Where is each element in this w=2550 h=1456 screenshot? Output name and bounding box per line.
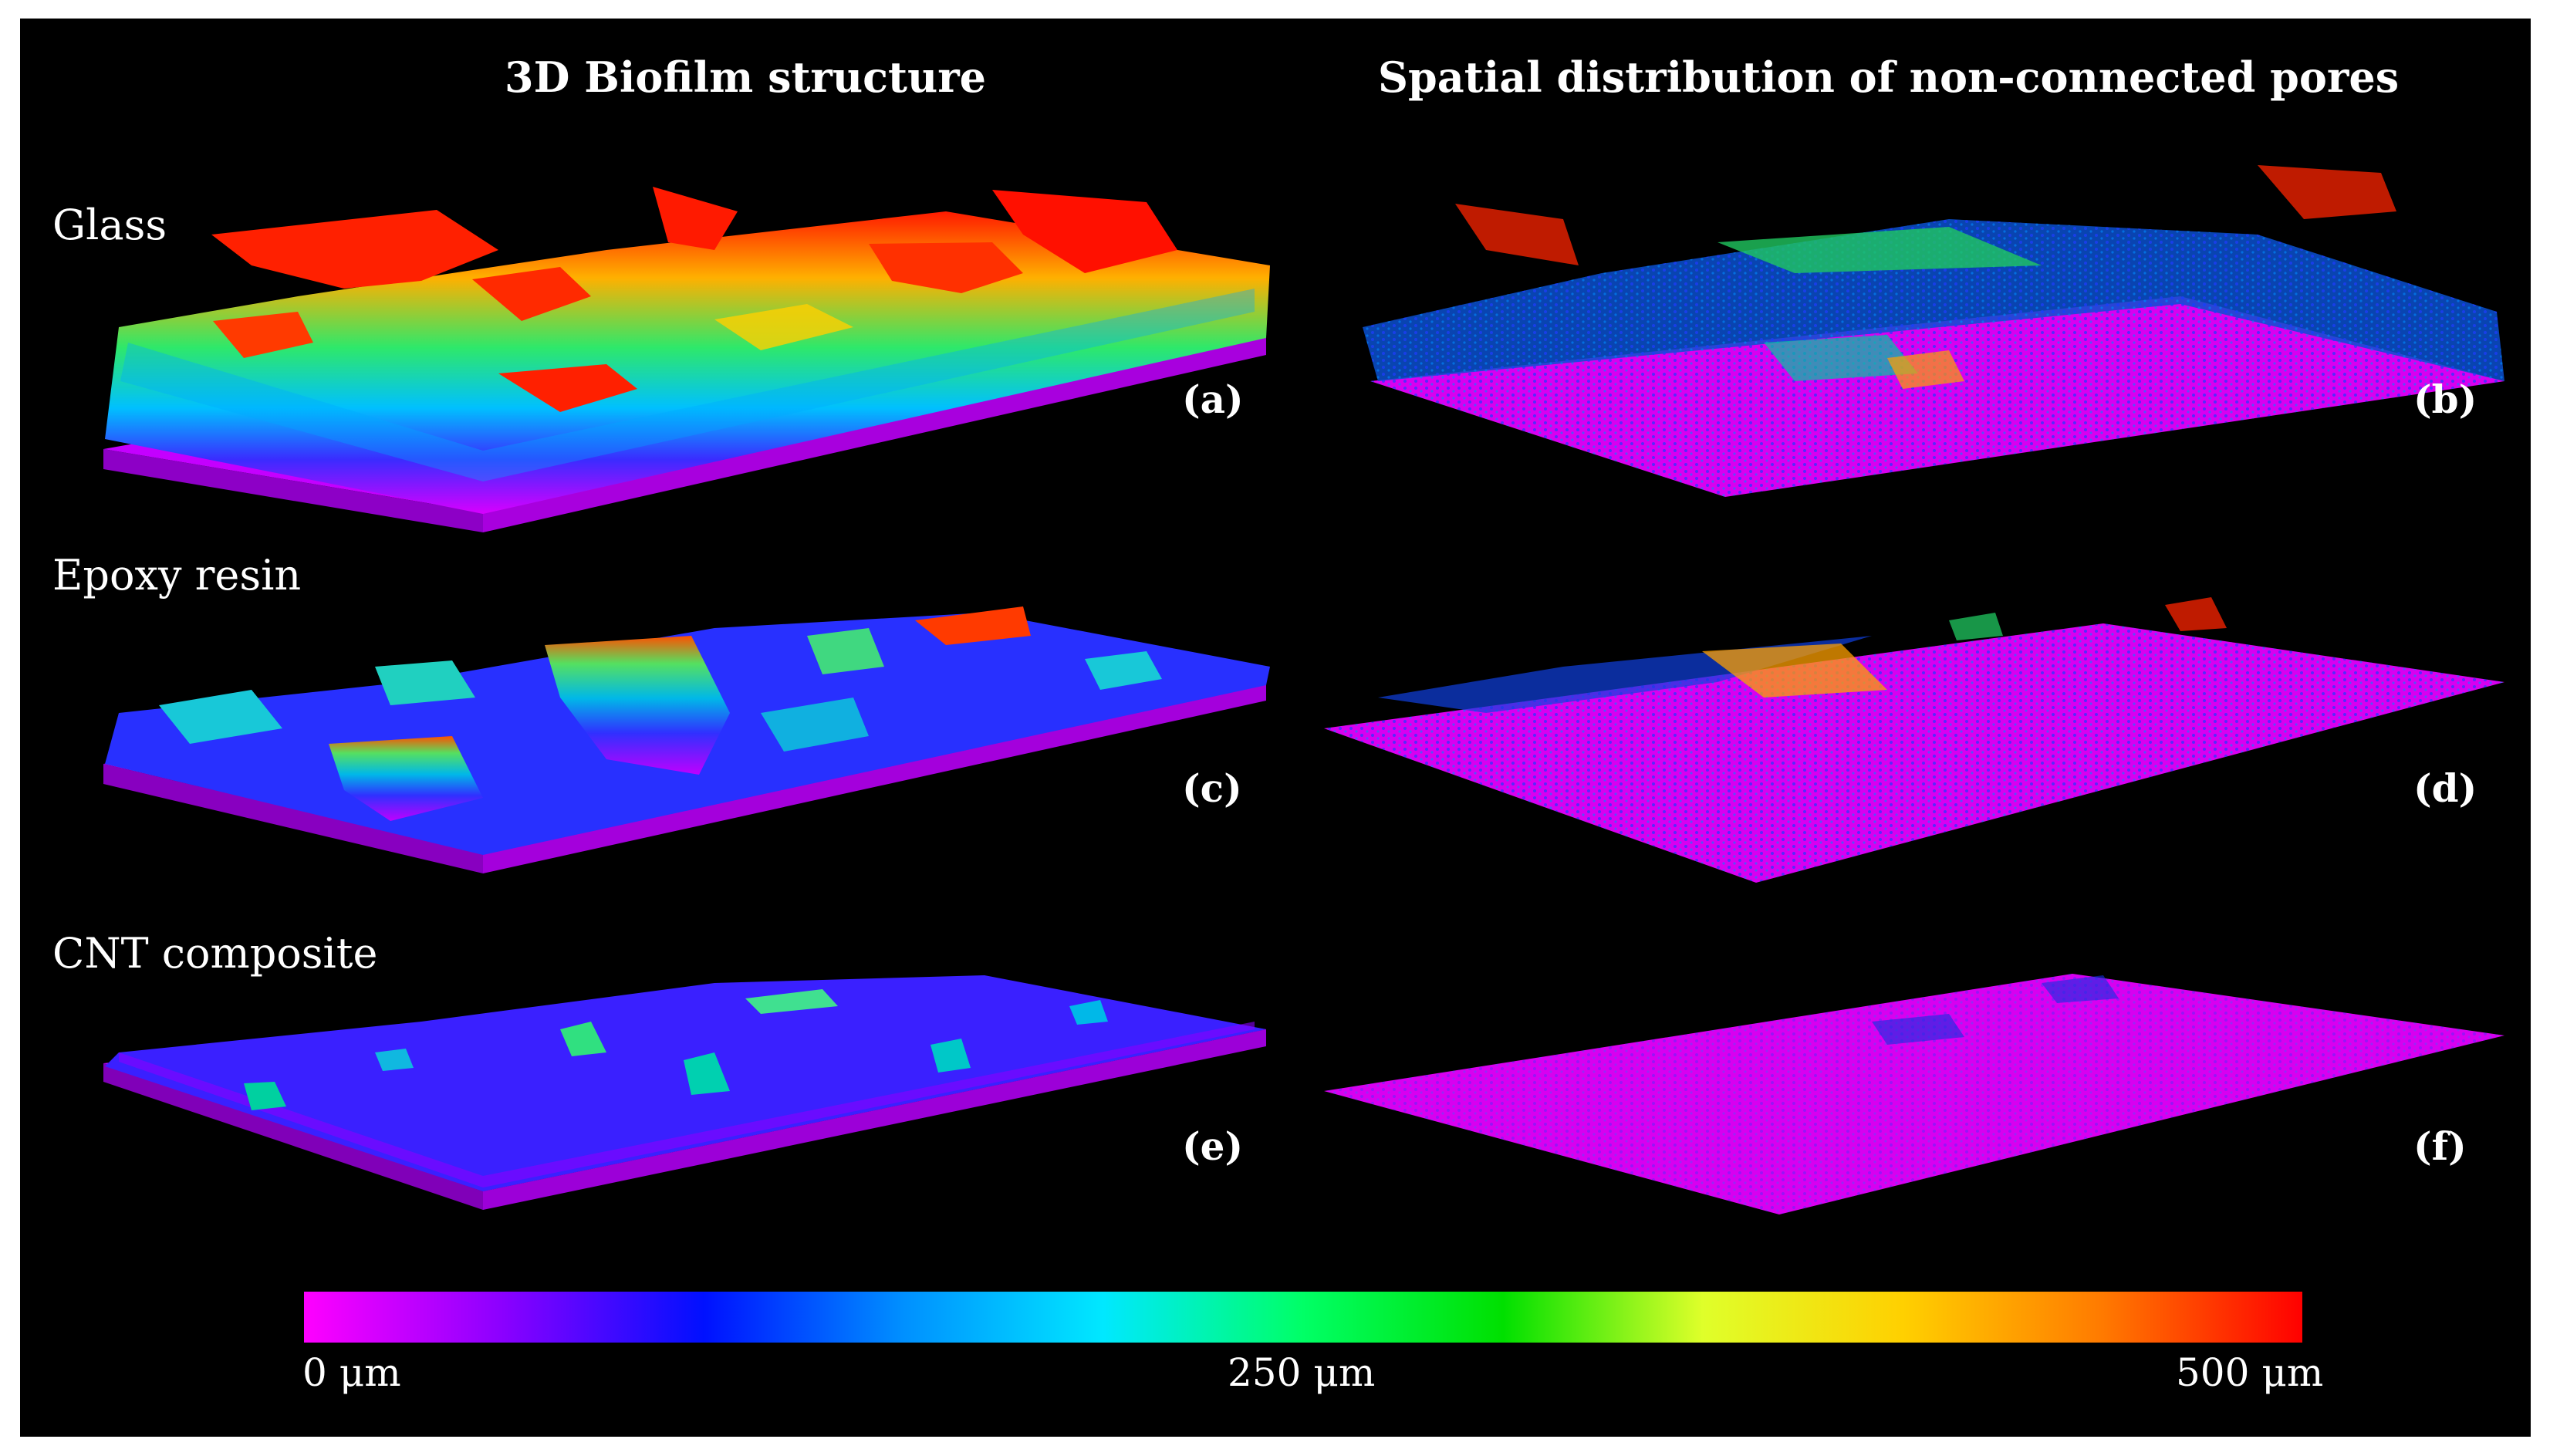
panel-b-surface bbox=[1363, 165, 2504, 497]
panel-letter-e: (e) bbox=[1182, 1123, 1244, 1169]
row-label-glass: Glass bbox=[52, 201, 167, 249]
panel-letter-c: (c) bbox=[1182, 765, 1242, 811]
panels-canvas bbox=[103, 165, 2504, 1214]
panel-a-surface bbox=[103, 187, 1270, 532]
row-label-cnt: CNT composite bbox=[52, 929, 378, 978]
panel-c-surface bbox=[103, 606, 1270, 873]
figure: 3D Biofilm structure Spatial distributio… bbox=[20, 19, 2531, 1437]
panel-f-surface bbox=[1324, 974, 2504, 1214]
column-title-pores: Spatial distribution of non-connected po… bbox=[1378, 52, 2400, 102]
colorbar-min-label: 0 μm bbox=[302, 1350, 401, 1395]
colorbar-mid-label: 250 μm bbox=[1228, 1350, 1376, 1395]
panel-letter-f: (f) bbox=[2413, 1123, 2467, 1169]
panel-letter-a: (a) bbox=[1182, 377, 1244, 422]
row-label-epoxy: Epoxy resin bbox=[52, 551, 302, 600]
panel-letter-d: (d) bbox=[2413, 765, 2477, 811]
column-title-biofilm: 3D Biofilm structure bbox=[505, 52, 987, 102]
colorbar bbox=[304, 1292, 2302, 1343]
colorbar-max-label: 500 μm bbox=[2176, 1350, 2324, 1395]
panel-letter-b: (b) bbox=[2413, 377, 2477, 422]
panel-e-surface bbox=[103, 975, 1266, 1210]
panel-d-surface bbox=[1324, 597, 2504, 883]
